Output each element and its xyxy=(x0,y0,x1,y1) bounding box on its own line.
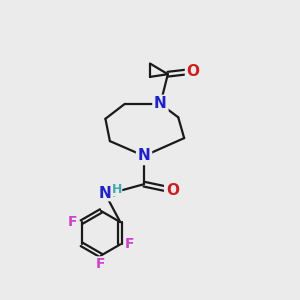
Text: H: H xyxy=(112,183,122,196)
Text: N: N xyxy=(98,186,111,201)
Text: H: H xyxy=(106,187,116,200)
Text: F: F xyxy=(68,215,77,229)
Text: O: O xyxy=(187,64,200,79)
Text: N: N xyxy=(154,96,167,111)
Text: O: O xyxy=(166,183,179,198)
Text: F: F xyxy=(96,257,106,272)
Text: F: F xyxy=(125,237,134,251)
Text: N: N xyxy=(138,148,150,164)
